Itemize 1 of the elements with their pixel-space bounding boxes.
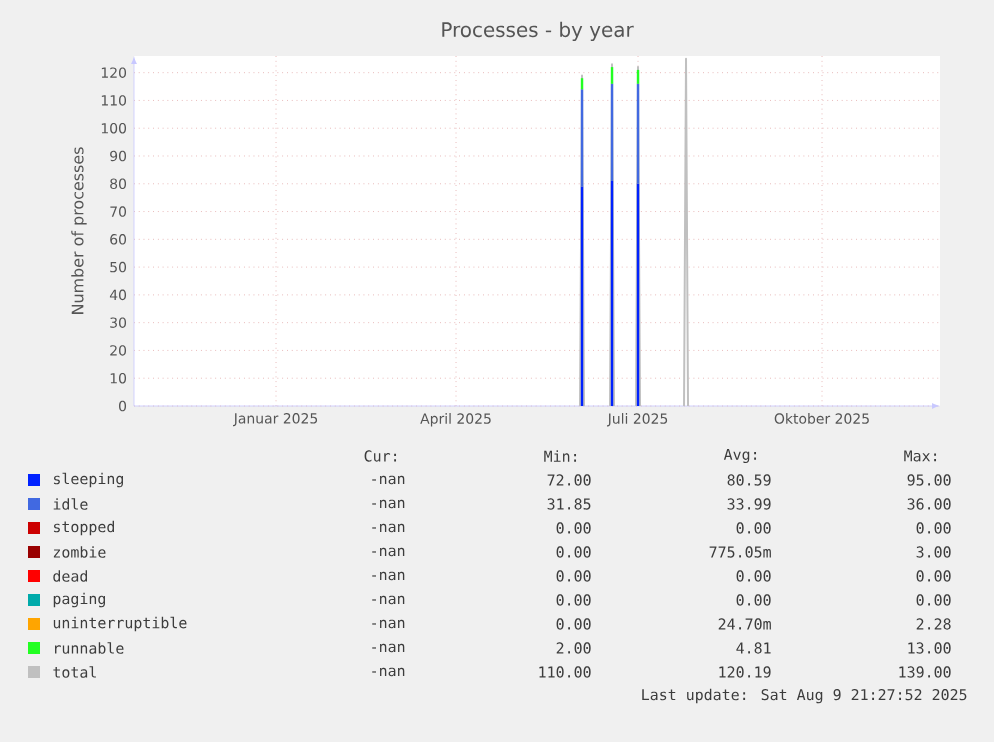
chart-title: Processes - by year xyxy=(442,21,634,42)
